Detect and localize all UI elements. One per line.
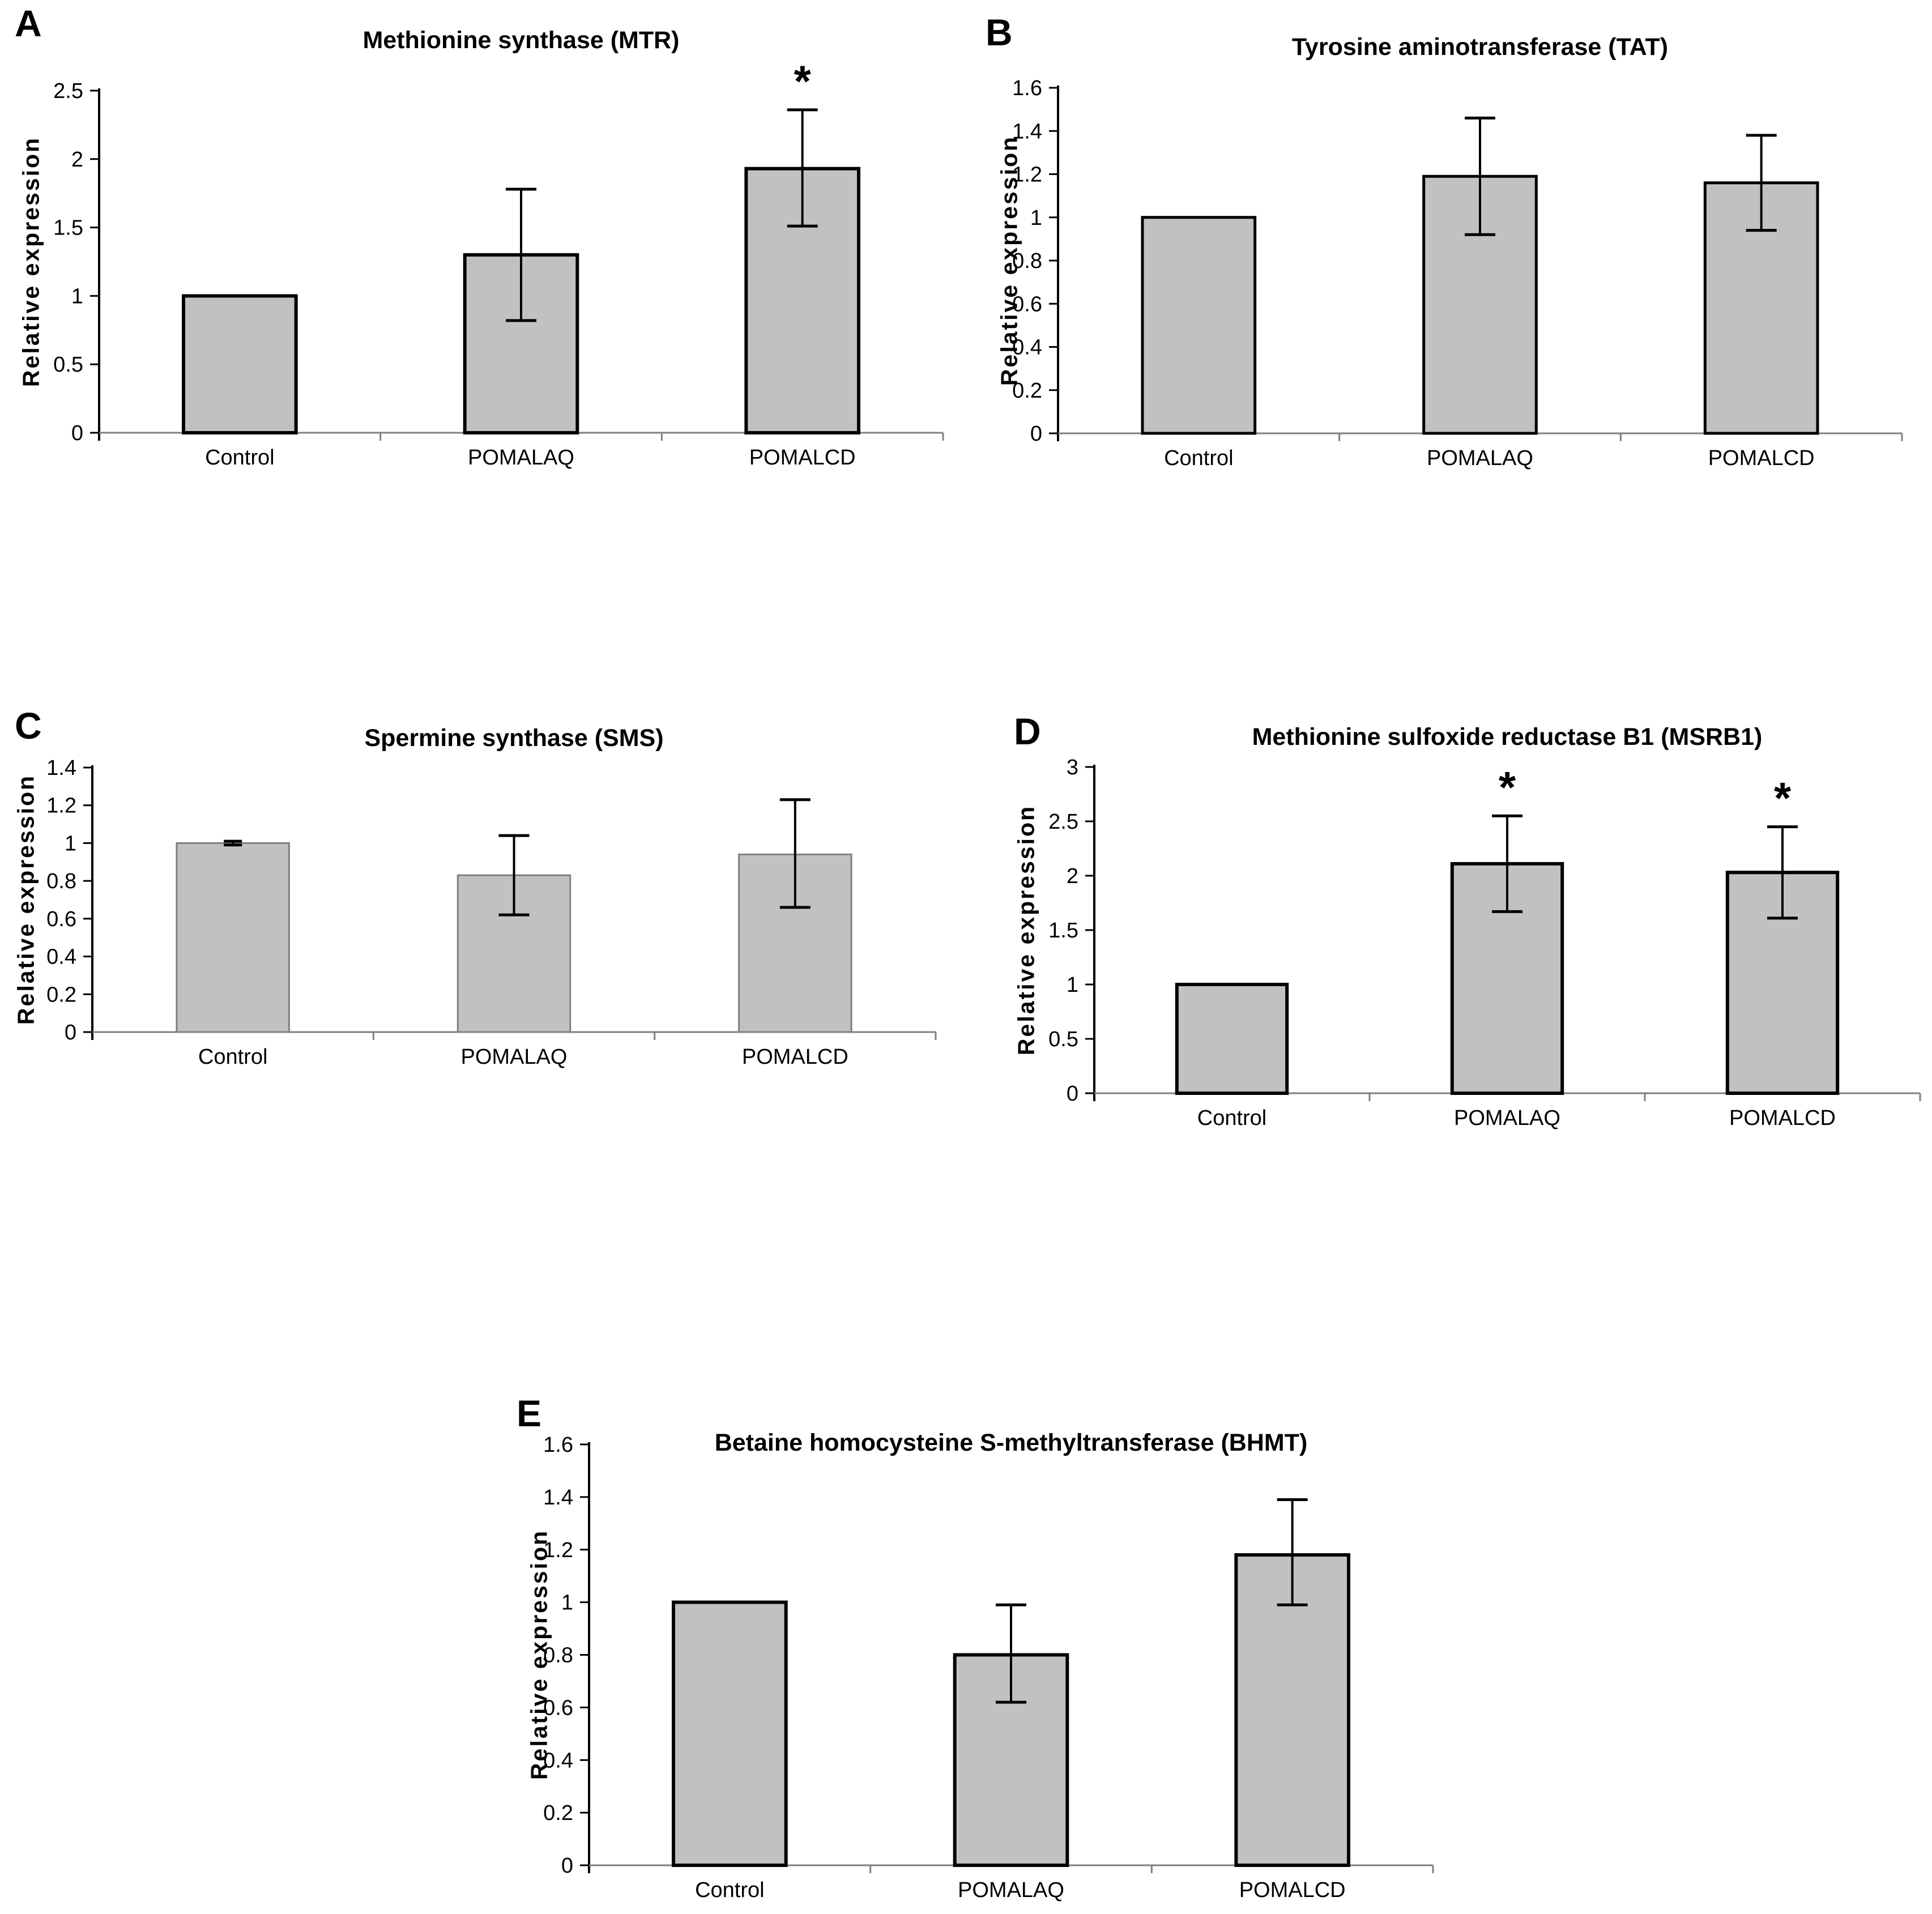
y-tick-label-D: 0.5 [1048, 1028, 1078, 1051]
panel-letter-B: B [986, 11, 1013, 53]
category-label-E-POMALCD: POMALCD [1239, 1878, 1346, 1902]
y-axis-title-D: Relative expression [1013, 804, 1039, 1056]
bar-A-Control [182, 294, 298, 435]
y-tick-label-E: 1.6 [543, 1433, 573, 1457]
y-tick-label-B: 0.2 [1012, 379, 1042, 403]
y-tick-label-E: 0.6 [543, 1696, 573, 1720]
y-tick-label-B: 0 [1030, 422, 1042, 446]
y-tick-label-E: 0.2 [543, 1801, 573, 1825]
y-tick-label-C: 0.4 [46, 945, 76, 969]
category-label-E-POMALAQ: POMALAQ [958, 1878, 1064, 1902]
y-tick-label-C: 1 [65, 832, 76, 855]
panel-C-plot: 0 0.2 0.4 0.6 0.8 1 1.2 1.4 Control POMALAQ POMALC… [46, 756, 937, 1069]
panel-letter-A: A [15, 2, 42, 44]
category-label-A-POMALCD: POMALCD [749, 446, 856, 470]
chart-title-D: Methionine sulfoxide reductase B1 (MSRB1… [1252, 723, 1763, 751]
category-label-E-Control: Control [695, 1878, 765, 1902]
y-tick-label-E: 0 [561, 1854, 573, 1878]
bar-E-POMALCD [1234, 1553, 1350, 1868]
bar-B-Control [1141, 216, 1257, 435]
y-tick-label-C: 0.8 [46, 869, 76, 893]
y-tick-label-A: 2 [71, 148, 83, 172]
y-tick-label-A: 1.5 [53, 216, 83, 240]
y-tick-label-D: 2 [1067, 864, 1078, 888]
chart-title-B: Tyrosine aminotransferase (TAT) [1291, 33, 1669, 61]
category-label-C-POMALCD: POMALCD [742, 1045, 848, 1069]
bar-C-Control [176, 842, 290, 1033]
y-tick-label-E: 1 [561, 1591, 573, 1615]
bar-D-Control [1175, 983, 1289, 1095]
bar-E-Control [672, 1600, 788, 1867]
chart-title-E: Betaine homocysteine S-methyltransferase… [714, 1429, 1308, 1456]
panel-E-plot: 0 0.2 0.4 0.6 0.8 1 1.2 1.4 1.6 Control POMALAQ POM… [543, 1433, 1434, 1902]
chart-title-C: Spermine synthase (SMS) [364, 724, 664, 752]
y-tick-label-A: 0.5 [53, 353, 83, 377]
category-label-B-POMALAQ: POMALAQ [1427, 446, 1533, 470]
category-label-D-POMALAQ: POMALAQ [1454, 1106, 1560, 1130]
y-tick-label-A: 2.5 [53, 79, 83, 103]
category-label-D-Control: Control [1197, 1106, 1267, 1130]
panel-letter-E: E [517, 1392, 542, 1434]
category-label-B-Control: Control [1164, 446, 1234, 470]
category-label-A-Control: Control [205, 446, 275, 470]
panel-B-plot: 0 0.2 0.4 0.6 0.8 1 1.2 1.4 1.6 Control POMALAQ POM… [1012, 76, 1903, 470]
y-tick-label-E: 1.4 [543, 1486, 573, 1510]
y-tick-label-C: 0.2 [46, 983, 76, 1007]
y-tick-label-C: 0 [65, 1021, 76, 1045]
y-tick-label-B: 1.6 [1012, 76, 1042, 100]
category-label-B-POMALCD: POMALCD [1708, 446, 1815, 470]
panel-letter-D: D [1014, 710, 1041, 752]
y-tick-label-E: 0.8 [543, 1644, 573, 1668]
y-tick-label-C: 1.4 [46, 756, 76, 780]
y-axis-title-B: Relative expression [996, 135, 1022, 386]
y-tick-label-C: 0.6 [46, 907, 76, 931]
y-tick-label-B: 1 [1030, 206, 1042, 230]
y-tick-label-B: 0.8 [1012, 249, 1042, 273]
y-tick-label-E: 1.2 [543, 1538, 573, 1562]
y-tick-label-D: 0 [1067, 1082, 1078, 1106]
category-label-D-POMALCD: POMALCD [1729, 1106, 1836, 1130]
y-tick-label-A: 0 [71, 421, 83, 445]
category-label-A-POMALAQ: POMALAQ [468, 446, 574, 470]
y-axis-title-E: Relative expression [526, 1529, 552, 1780]
y-tick-label-D: 3 [1067, 756, 1078, 779]
panel-D-plot: 0 0.5 1 1.5 2 2.5 3 Control * POMALAQ * POMALCD [1048, 756, 1921, 1130]
category-label-C-Control: Control [198, 1045, 268, 1069]
category-label-C-POMALAQ: POMALAQ [461, 1045, 568, 1069]
y-axis-title-A: Relative expression [18, 136, 44, 387]
significance-star-D-POMALAQ: * [1499, 762, 1516, 812]
y-tick-label-E: 0.4 [543, 1749, 573, 1772]
y-tick-label-D: 2.5 [1048, 810, 1078, 834]
y-tick-label-C: 1.2 [46, 794, 76, 818]
significance-star-D-POMALCD: * [1774, 773, 1792, 823]
panel-A-plot: 0 0.5 1 1.5 2 2.5 Control POMALAQ * POMALCD [53, 56, 944, 470]
y-axis-title-C: Relative expression [12, 774, 39, 1025]
y-tick-label-B: 1.2 [1012, 163, 1042, 187]
y-tick-label-B: 0.6 [1012, 292, 1042, 316]
y-tick-label-B: 0.4 [1012, 336, 1042, 360]
panel-letter-C: C [15, 705, 42, 747]
chart-title-A: Methionine synthase (MTR) [362, 27, 680, 54]
y-tick-label-D: 1 [1067, 973, 1078, 997]
y-tick-label-B: 1.4 [1012, 120, 1042, 143]
y-tick-label-A: 1 [71, 284, 83, 308]
significance-star-A-POMALCD: * [794, 56, 811, 106]
y-tick-label-D: 1.5 [1048, 919, 1078, 943]
